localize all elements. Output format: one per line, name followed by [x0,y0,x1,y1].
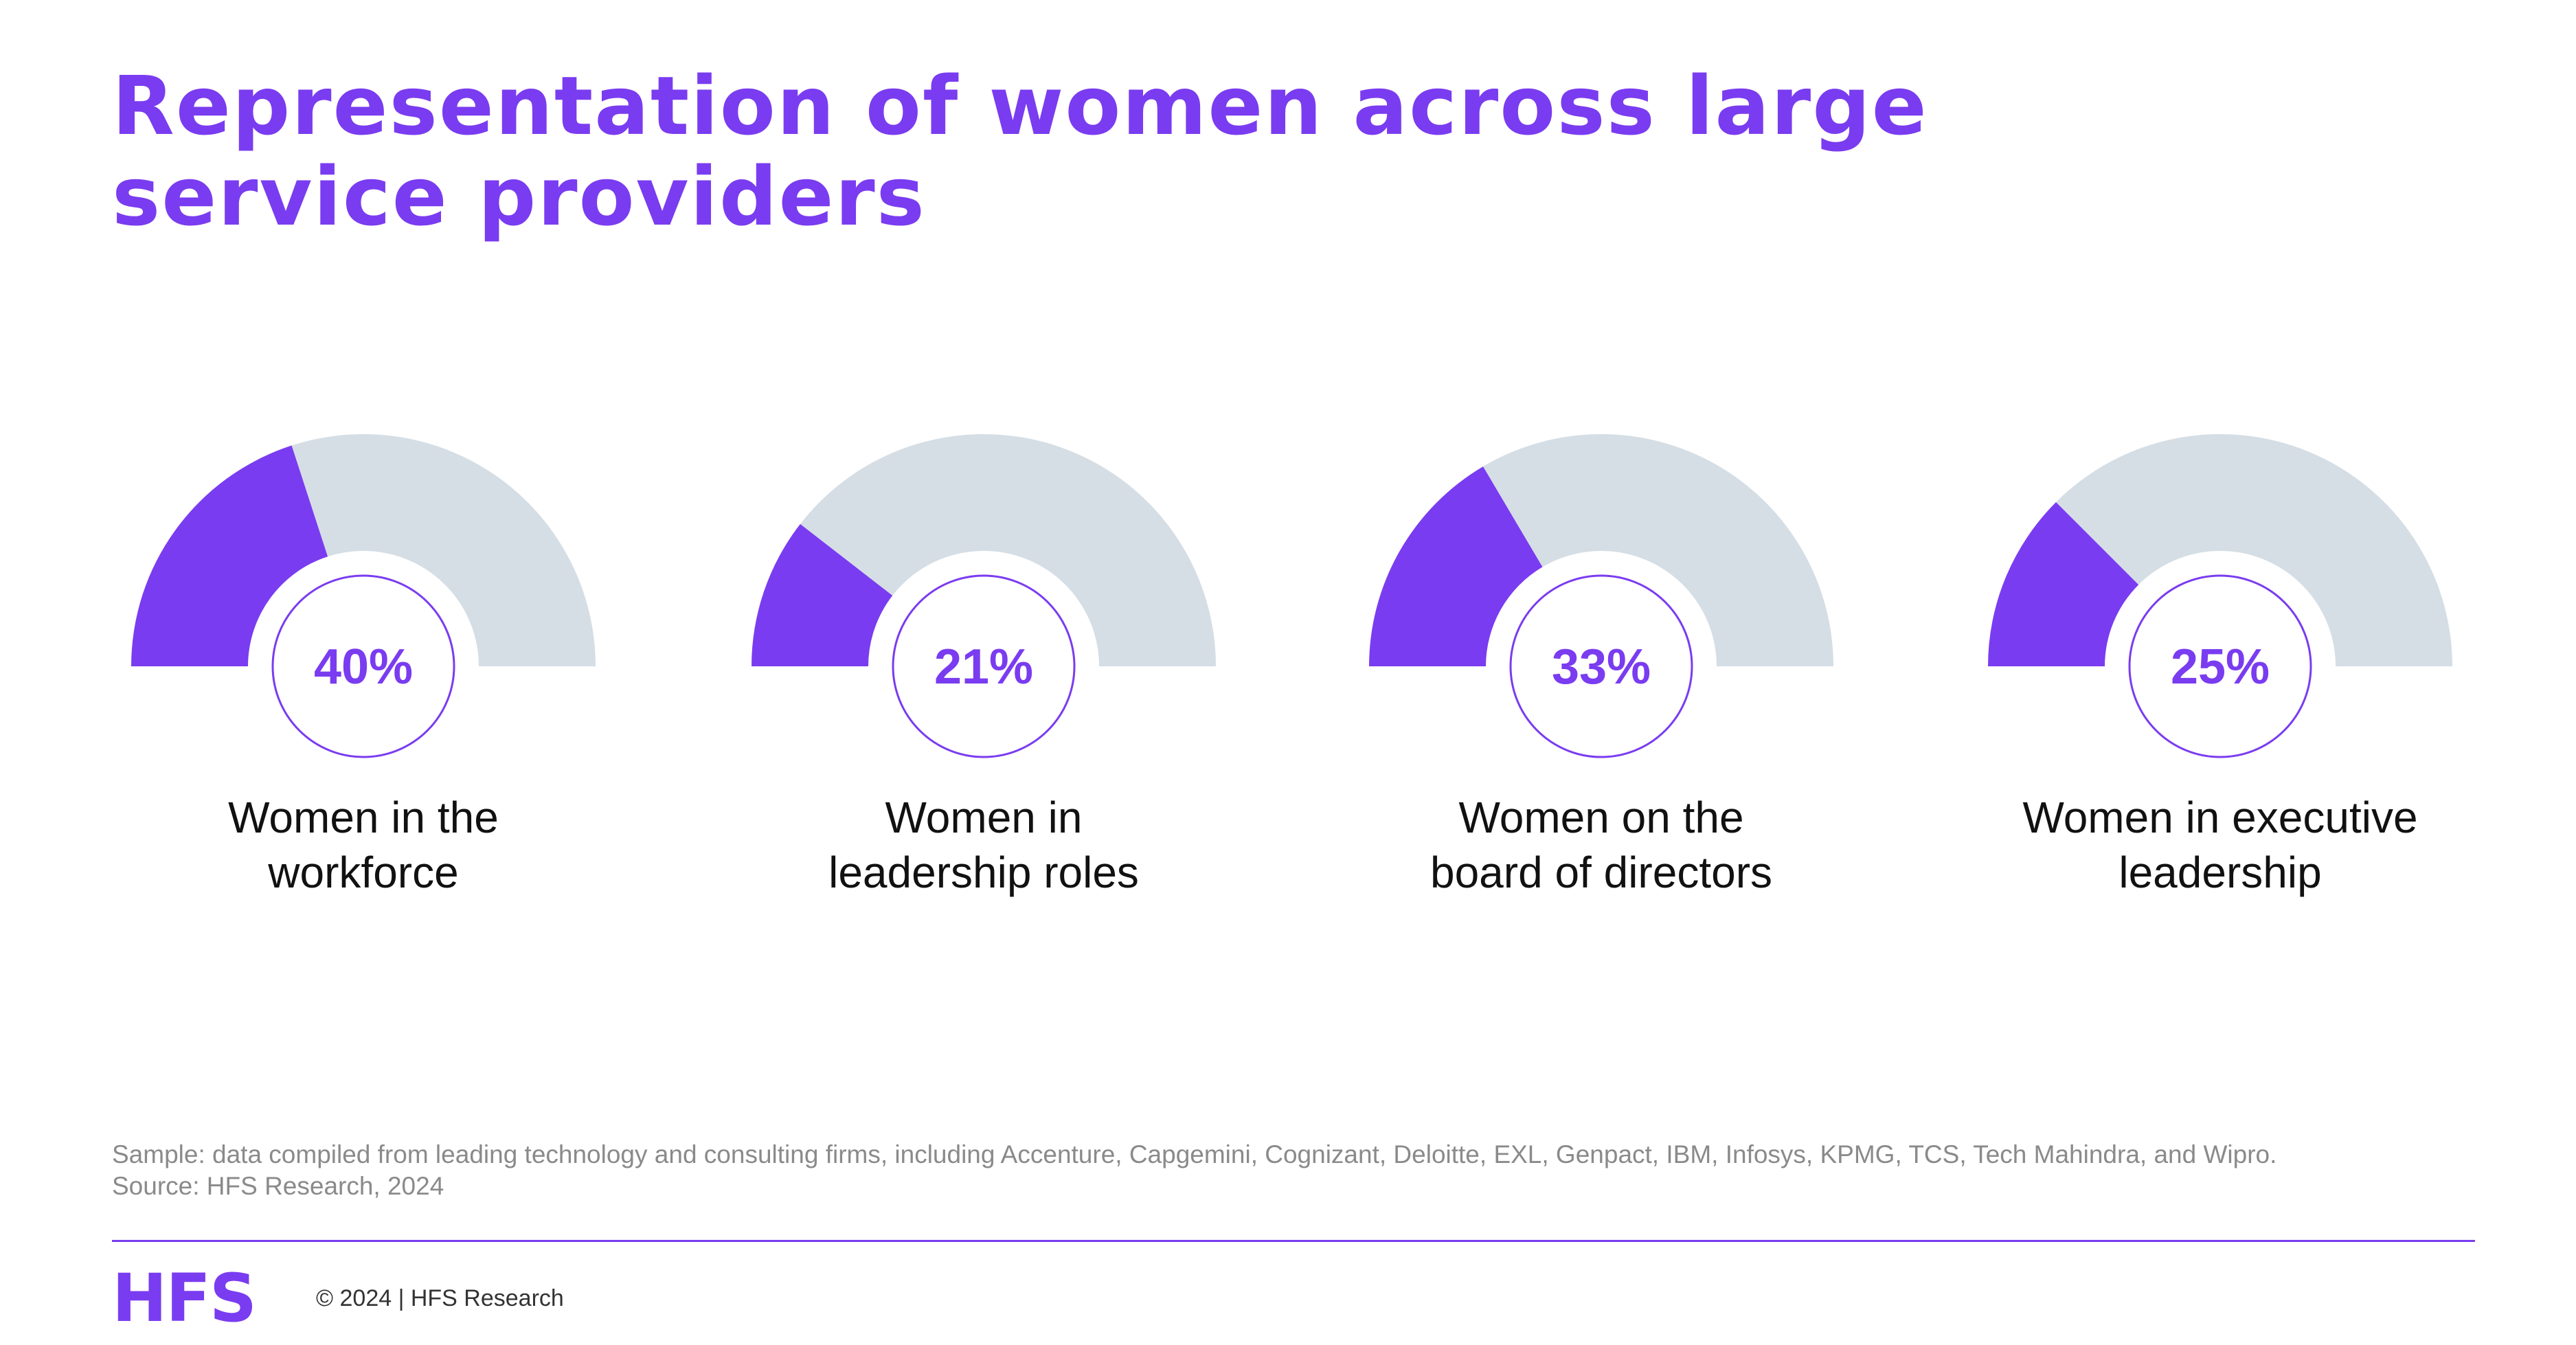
gauge-value-segment [131,445,328,666]
gauge-chart: 40% 21% 33% 25% [131,434,2452,758]
gauge-category-label: Women on the board of directors [1361,790,1842,900]
gauge-label-line-1: Women on the [1458,793,1744,842]
footnote-sample: Sample: data compiled from leading techn… [112,1140,2277,1168]
footnote: Sample: data compiled from leading techn… [112,1139,2276,1202]
gauge-value-segment [1369,466,1543,666]
page-title: Representation of women across large ser… [112,60,2379,242]
gauge-value-segment [1988,501,2139,666]
gauge-value-circle [2128,574,2312,758]
gauge-value-segment [752,523,893,666]
gauge-label-line-2: workforce [268,848,459,897]
hfs-logo: HFS [112,1260,257,1337]
gauge-label-line-2: leadership roles [828,848,1139,897]
gauge-label-line-1: Women in [885,793,1083,842]
gauge-value-circle [892,574,1076,758]
gauge-label-line-1: Women in executive [2022,793,2418,842]
gauge-value-circle [271,574,455,758]
title-line-1: Representation of women across large [112,58,1928,153]
title-line-2: service providers [112,149,926,244]
gauge-label-line-2: board of directors [1430,848,1773,897]
gauge-value-label: 25% [2171,640,2270,694]
gauge-3: 33% [1369,434,1833,758]
gauge-category-label: Women in executive leadership [1980,790,2461,900]
gauge-track-segment [2055,434,2452,666]
footnote-source: Source: HFS Research, 2024 [112,1172,444,1200]
gauge-track-segment [800,434,1216,666]
gauge-2: 21% [752,434,1216,758]
footer-divider [112,1240,2475,1242]
gauge-track-segment [291,434,596,666]
gauge-value-label: 33% [1552,640,1651,694]
copyright-text: © 2024 | HFS Research [316,1285,564,1311]
gauge-value-label: 40% [314,640,413,694]
gauge-category-label: Women in the workforce [123,790,604,900]
gauge-value-circle [1509,574,1693,758]
gauge-label-line-1: Women in the [228,793,499,842]
gauge-category-label: Women in leadership roles [743,790,1224,900]
gauge-track-segment [1482,434,1833,666]
gauge-1: 40% [131,434,596,758]
gauge-label-line-2: leadership [2119,848,2322,897]
gauge-value-label: 21% [934,640,1033,694]
gauge-4: 25% [1988,434,2452,758]
